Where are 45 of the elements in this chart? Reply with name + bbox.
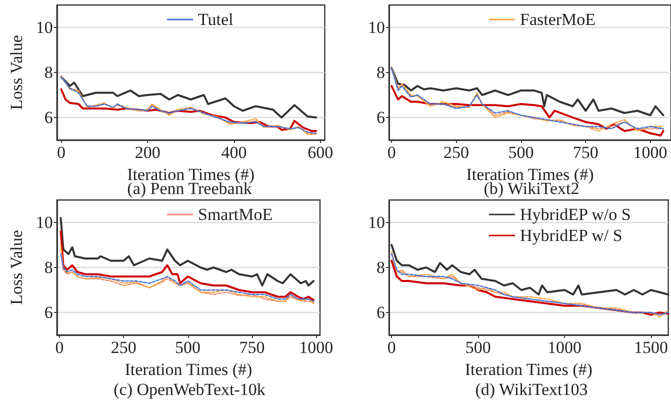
- x-tick-label: 600: [308, 143, 334, 162]
- text: (c) OpenWebText-10k: [114, 380, 266, 399]
- x-tick-label: 0: [387, 143, 396, 162]
- legend-label: HybridEP w/o S: [520, 205, 631, 224]
- x-tick-label: 0: [56, 143, 66, 162]
- x-tick-label: 500: [465, 338, 491, 357]
- line-series: [60, 230, 315, 302]
- x-tick-label: 0: [387, 338, 396, 357]
- line-series: [390, 85, 664, 136]
- x-tick-label: 200: [134, 143, 160, 162]
- x-tick-label: 250: [444, 143, 470, 162]
- y-tick-label: 10: [36, 18, 53, 37]
- x-axis-title: Iteration Times (#): [124, 360, 252, 379]
- x-tick-label: 0: [55, 338, 64, 357]
- x-tick-label: 1000: [633, 143, 668, 162]
- x-tick-label: 500: [175, 338, 201, 357]
- y-tick-label: 8: [376, 258, 385, 277]
- x-tick-label: 1000: [548, 338, 582, 357]
- line-series: [60, 88, 318, 132]
- x-axis-title: Iteration Times (#): [464, 360, 592, 379]
- x-tick-label: 750: [572, 143, 598, 162]
- y-tick-label: 10: [36, 213, 53, 232]
- y-tick-label: 10: [368, 213, 385, 232]
- legend-label: SmartMoE: [198, 205, 273, 224]
- x-tick-label: 750: [239, 338, 265, 357]
- line-series: [60, 76, 318, 118]
- y-tick-label: 6: [376, 303, 385, 322]
- y-tick-label: 10: [368, 18, 385, 37]
- x-tick-label: 400: [221, 143, 247, 162]
- x-tick-label: 500: [508, 143, 534, 162]
- x-tick-label: 1500: [634, 338, 668, 357]
- y-tick-label: 6: [44, 303, 53, 322]
- x-tick-label: 250: [110, 338, 136, 357]
- y-tick-label: 8: [376, 63, 385, 82]
- y-axis-title: Loss Value: [7, 230, 26, 305]
- y-tick-label: 8: [44, 63, 53, 82]
- x-tick-label: 1000: [299, 338, 334, 357]
- y-tick-label: 6: [376, 108, 385, 127]
- y-tick-label: 6: [44, 108, 53, 127]
- legend-label: FasterMoE: [520, 10, 596, 29]
- legend-label: Tutel: [198, 10, 234, 29]
- y-axis-title: Loss Value: [7, 35, 26, 110]
- text: (d) WikiText103: [475, 380, 588, 399]
- y-tick-label: 8: [44, 258, 53, 277]
- legend-label: HybridEP w/ S: [520, 226, 622, 245]
